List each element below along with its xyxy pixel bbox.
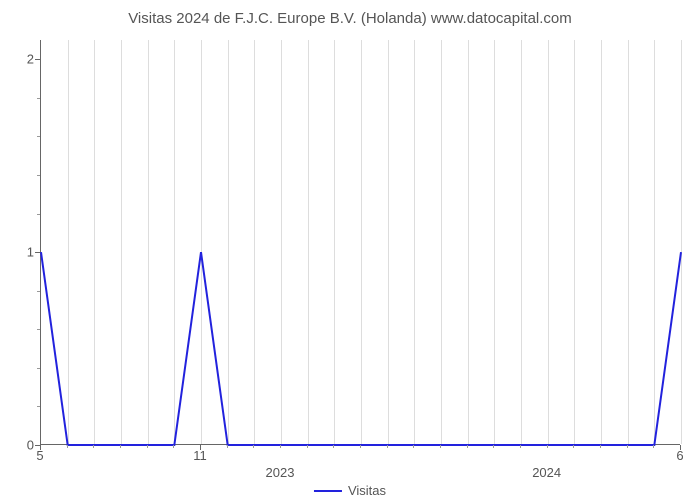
- plot-area: [40, 40, 680, 445]
- chart-container: Visitas 2024 de F.J.C. Europe B.V. (Hola…: [0, 10, 700, 500]
- x-minor-tick: [147, 445, 148, 448]
- x-minor-tick: [413, 445, 414, 448]
- x-tick-mark: [200, 445, 201, 450]
- legend-swatch: [314, 490, 342, 492]
- x-minor-tick: [93, 445, 94, 448]
- x-group-label: 2024: [532, 465, 561, 480]
- y-minor-tick: [37, 175, 40, 176]
- y-tick-label: 0: [27, 438, 34, 453]
- grid-line: [681, 40, 682, 444]
- x-minor-tick: [120, 445, 121, 448]
- x-minor-tick: [573, 445, 574, 448]
- x-tick-label: 5: [36, 448, 43, 463]
- x-minor-tick: [547, 445, 548, 448]
- x-minor-tick: [67, 445, 68, 448]
- x-minor-tick: [253, 445, 254, 448]
- y-minor-tick: [37, 329, 40, 330]
- x-minor-tick: [493, 445, 494, 448]
- x-minor-tick: [600, 445, 601, 448]
- x-minor-tick: [627, 445, 628, 448]
- x-minor-tick: [653, 445, 654, 448]
- x-minor-tick: [467, 445, 468, 448]
- x-minor-tick: [307, 445, 308, 448]
- x-group-label: 2023: [266, 465, 295, 480]
- x-tick-mark: [40, 445, 41, 450]
- x-minor-tick: [280, 445, 281, 448]
- y-tick-label: 2: [27, 52, 34, 67]
- data-line: [41, 40, 681, 445]
- chart-title: Visitas 2024 de F.J.C. Europe B.V. (Hola…: [0, 10, 700, 27]
- y-tick-label: 1: [27, 245, 34, 260]
- x-tick-mark: [680, 445, 681, 450]
- y-minor-tick: [37, 368, 40, 369]
- y-minor-tick: [37, 214, 40, 215]
- legend: Visitas: [314, 483, 386, 498]
- y-minor-tick: [37, 406, 40, 407]
- x-tick-label: 11: [193, 448, 207, 463]
- x-minor-tick: [387, 445, 388, 448]
- legend-label: Visitas: [348, 483, 386, 498]
- x-minor-tick: [520, 445, 521, 448]
- x-minor-tick: [360, 445, 361, 448]
- y-tick-mark: [35, 252, 40, 253]
- x-minor-tick: [333, 445, 334, 448]
- y-minor-tick: [37, 291, 40, 292]
- y-tick-mark: [35, 59, 40, 60]
- x-tick-label: 6: [676, 448, 683, 463]
- x-minor-tick: [173, 445, 174, 448]
- x-minor-tick: [227, 445, 228, 448]
- y-minor-tick: [37, 98, 40, 99]
- y-minor-tick: [37, 136, 40, 137]
- x-minor-tick: [440, 445, 441, 448]
